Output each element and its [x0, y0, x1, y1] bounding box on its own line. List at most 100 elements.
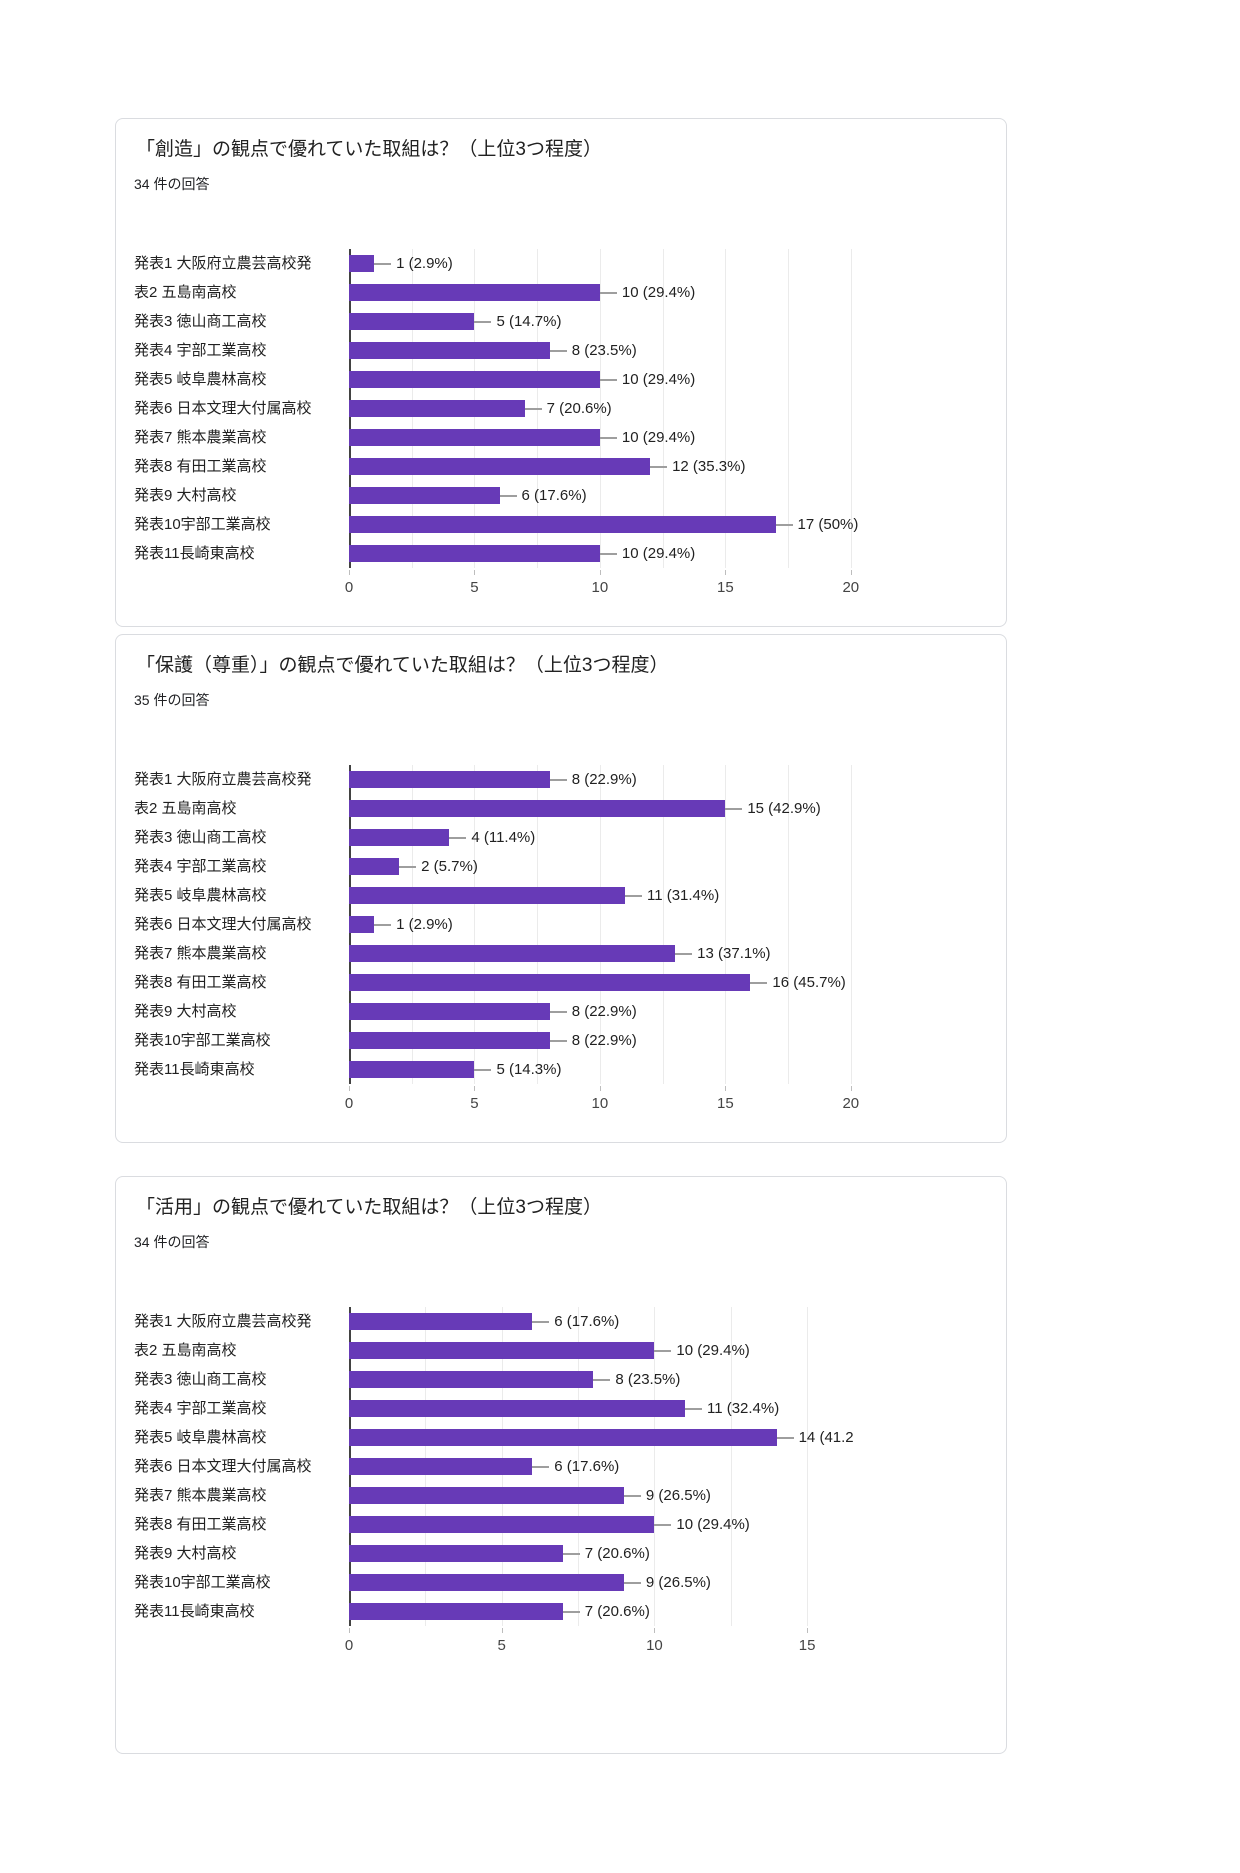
leader-line [776, 1436, 794, 1439]
bar[interactable] [349, 800, 726, 817]
bar-row: 6 (17.6%) [349, 1307, 911, 1336]
bar[interactable] [349, 400, 525, 417]
category-label: 発表1 大阪府立農芸高校発 [134, 771, 312, 788]
bar[interactable] [349, 887, 625, 904]
bar[interactable] [349, 1003, 550, 1020]
leader-line [499, 494, 517, 497]
bar[interactable] [349, 916, 375, 933]
bar[interactable] [349, 284, 600, 301]
bar-row: 4 (11.4%) [349, 823, 911, 852]
bar[interactable] [349, 371, 600, 388]
bar[interactable] [349, 458, 651, 475]
category-label: 発表10宇部工業高校 [134, 516, 271, 533]
category-labels: 発表1 大阪府立農芸高校発 表2 五島南高校 発表3 徳山商工高校 発表4 宇部工業高… [132, 765, 349, 1084]
value-label: 16 (45.7%) [772, 974, 846, 991]
tick-label: 10 [591, 1095, 609, 1112]
category-label: 発表3 徳山商工高校 [134, 1371, 267, 1388]
bar[interactable] [349, 771, 550, 788]
bar-row: 9 (26.5%) [349, 1481, 911, 1510]
bar-row: 10 (29.4%) [349, 278, 911, 307]
bar[interactable] [349, 1313, 533, 1330]
value-label: 8 (22.9%) [571, 771, 637, 788]
category-label: 発表11長崎東高校 [134, 1603, 255, 1620]
category-label: 発表5 岐阜農林高校 [134, 371, 267, 388]
gridline [474, 765, 476, 1084]
bar[interactable] [349, 255, 375, 272]
tick-mark [725, 1086, 727, 1091]
leader-line [599, 436, 617, 439]
gridline [578, 1307, 580, 1626]
gridline [788, 249, 790, 568]
bars: 6 (17.6%) 10 (29.4%) 8 (23.5%) 11 (32.4%) 14… [349, 1307, 911, 1626]
bar[interactable] [349, 313, 475, 330]
category-label: 発表5 岐阜農林高校 [134, 1429, 267, 1446]
bar[interactable] [349, 1516, 655, 1533]
tick-mark [599, 570, 601, 575]
value-label: 6 (17.6%) [521, 487, 587, 504]
leader-line [549, 349, 567, 352]
tick-mark [807, 1628, 809, 1633]
bar[interactable] [349, 1400, 685, 1417]
bar[interactable] [349, 1545, 563, 1562]
bar-row: 14 (41.2 [349, 1423, 911, 1452]
question-title: 「活用」の観点で優れていた取組は？（上位3つ程度） [136, 1197, 602, 1218]
bar[interactable] [349, 1061, 475, 1078]
tick-label: 5 [470, 1095, 479, 1112]
bar[interactable] [349, 1458, 533, 1475]
tick-mark [654, 1628, 656, 1633]
value-label: 15 (42.9%) [747, 800, 821, 817]
category-label: 表2 五島南高校 [134, 1342, 237, 1359]
bar[interactable] [349, 1574, 624, 1591]
value-label: 7 (20.6%) [584, 1545, 650, 1562]
value-label: 5 (14.3%) [496, 1061, 562, 1078]
gridline [662, 249, 664, 568]
category-labels: 発表1 大阪府立農芸高校発 表2 五島南高校 発表3 徳山商工高校 発表4 宇部工業高… [132, 249, 349, 568]
tick-label: 10 [646, 1637, 663, 1654]
bar[interactable] [349, 1032, 550, 1049]
category-label: 発表9 大村高校 [134, 487, 237, 504]
bar[interactable] [349, 829, 450, 846]
bar[interactable] [349, 429, 600, 446]
bar[interactable] [349, 342, 550, 359]
response-count: 34 件の回答 [134, 176, 210, 192]
tick-label: 15 [798, 1637, 816, 1654]
bar[interactable] [349, 487, 500, 504]
bar[interactable] [349, 945, 676, 962]
value-label: 10 (29.4%) [676, 1342, 750, 1359]
bar[interactable] [349, 516, 776, 533]
bar[interactable] [349, 1429, 777, 1446]
bar[interactable] [349, 545, 600, 562]
value-label: 8 (23.5%) [571, 342, 637, 359]
tick-label: 5 [497, 1637, 506, 1654]
value-label: 6 (17.6%) [554, 1458, 620, 1475]
gridline [850, 249, 852, 568]
bar-row: 11 (32.4%) [349, 1394, 911, 1423]
bar[interactable] [349, 1371, 594, 1388]
gridline [788, 765, 790, 1084]
x-axis-ticks: 0 5 10 15 [345, 1628, 911, 1658]
leader-line [374, 923, 392, 926]
bar-row: 8 (23.5%) [349, 336, 911, 365]
gridline [599, 765, 601, 1084]
bar[interactable] [349, 1487, 624, 1504]
category-label: 発表4 宇部工業高校 [134, 342, 267, 359]
leader-line [374, 262, 392, 265]
leader-line [549, 1010, 567, 1013]
value-label: 8 (23.5%) [615, 1371, 681, 1388]
leader-line [684, 1407, 702, 1410]
bar[interactable] [349, 858, 400, 875]
value-label: 9 (26.5%) [645, 1487, 711, 1504]
value-label: 10 (29.4%) [676, 1516, 750, 1533]
bar-row: 1 (2.9%) [349, 249, 911, 278]
bar[interactable] [349, 1342, 655, 1359]
value-label: 14 (41.2 [798, 1429, 854, 1446]
bar-row: 7 (20.6%) [349, 394, 911, 423]
leader-line [474, 1068, 492, 1071]
leader-line [399, 865, 417, 868]
value-label: 5 (14.7%) [496, 313, 562, 330]
bar[interactable] [349, 1603, 563, 1620]
leader-line [524, 407, 542, 410]
bar-row: 8 (22.9%) [349, 997, 911, 1026]
bar[interactable] [349, 974, 751, 991]
question-title: 「創造」の観点で優れていた取組は？（上位3つ程度） [136, 139, 602, 160]
